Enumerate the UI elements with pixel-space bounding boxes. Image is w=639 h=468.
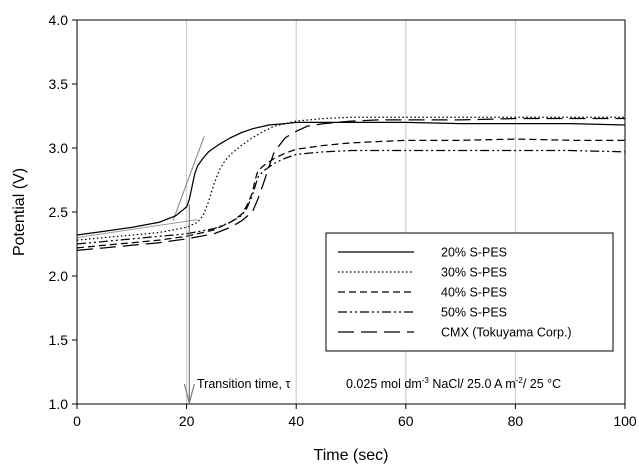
x-tick-label: 100 <box>613 413 637 429</box>
y-tick-label: 3.5 <box>49 76 69 92</box>
y-axis-title: Potential (V) <box>11 168 28 256</box>
series-line-1 <box>76 121 626 236</box>
x-axis-ticks: 0 20 40 60 80 100 <box>73 404 637 429</box>
series-line-3 <box>76 138 625 249</box>
series-line-2 <box>76 116 625 241</box>
legend-label-1: 20% S-PES <box>441 246 507 260</box>
x-tick-label: 60 <box>398 413 414 429</box>
y-tick-label: 2.5 <box>49 204 69 220</box>
x-tick-label: 80 <box>508 413 524 429</box>
legend: 20% S-PES 30% S-PES 40% S-PES 50% S-PES CMX … <box>325 232 614 352</box>
tangent-lines <box>76 136 205 239</box>
y-tick-label: 1.5 <box>49 332 69 348</box>
conditions-part3: / 25 °C <box>523 377 561 391</box>
x-tick-label: 20 <box>179 413 195 429</box>
tangent-line-steep <box>172 136 205 222</box>
conditions-part2: NaCl/ 25.0 A m <box>429 377 516 391</box>
legend-label-3: 40% S-PES <box>441 286 507 300</box>
y-tick-label: 4.0 <box>49 12 69 28</box>
conditions-sup2: -2 <box>516 376 524 385</box>
y-axis-ticks: 1.0 1.5 2.0 2.5 3.0 3.5 4.0 <box>49 12 77 412</box>
y-tick-label: 3.0 <box>49 140 69 156</box>
series-line-5 <box>76 117 625 252</box>
conditions-sup1: -3 <box>422 376 430 385</box>
x-axis-title: Time (sec) <box>314 447 389 464</box>
series-lines <box>76 116 626 252</box>
tangent-line-base <box>76 219 198 239</box>
legend-label-4: 50% S-PES <box>441 306 507 320</box>
arrow-head <box>183 383 195 406</box>
legend-label-2: 30% S-PES <box>441 266 507 280</box>
conditions-label: 0.025 mol dm-3 NaCl/ 25.0 A m-2/ 25 °C <box>346 376 561 391</box>
transition-time-label: Transition time, τ <box>197 377 290 391</box>
x-tick-label: 40 <box>288 413 304 429</box>
x-tick-label: 0 <box>73 413 81 429</box>
transition-arrow <box>183 204 195 406</box>
y-tick-label: 2.0 <box>49 268 69 284</box>
series-line-4 <box>76 149 626 245</box>
conditions-part1: 0.025 mol dm <box>346 377 422 391</box>
legend-label-5: CMX (Tokuyama Corp.) <box>441 326 572 340</box>
y-tick-label: 1.0 <box>49 396 69 412</box>
